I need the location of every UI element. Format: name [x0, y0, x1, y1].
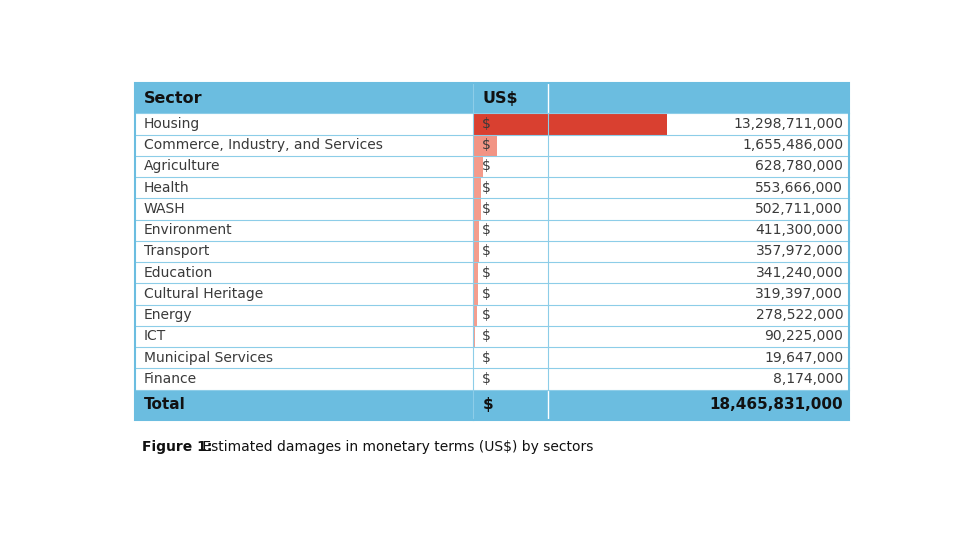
Bar	[134, 84, 849, 113]
Text: $: $	[482, 117, 492, 131]
Text: 628,780,000: 628,780,000	[756, 160, 843, 174]
Text: $: $	[482, 351, 492, 365]
Text: Housing: Housing	[144, 117, 200, 131]
Bar	[134, 113, 849, 135]
Text: Health: Health	[144, 181, 189, 195]
Text: Transport: Transport	[144, 245, 209, 258]
Text: $: $	[482, 397, 492, 412]
Bar	[134, 284, 849, 305]
Text: 278,522,000: 278,522,000	[756, 308, 843, 322]
Bar	[473, 284, 478, 305]
Bar	[473, 326, 474, 347]
Text: Sector: Sector	[144, 91, 203, 106]
Text: $: $	[482, 202, 492, 216]
Text: Figure 1:: Figure 1:	[142, 439, 213, 453]
Bar	[134, 326, 849, 347]
Text: 18,465,831,000: 18,465,831,000	[709, 397, 843, 412]
Text: $: $	[482, 138, 492, 152]
Bar	[473, 262, 478, 284]
Text: 553,666,000: 553,666,000	[756, 181, 843, 195]
Text: $: $	[482, 372, 492, 386]
Text: Agriculture: Agriculture	[144, 160, 220, 174]
Bar	[134, 135, 849, 156]
Text: US$: US$	[482, 91, 518, 106]
Text: $: $	[482, 160, 492, 174]
Text: $: $	[482, 245, 492, 258]
Bar	[134, 390, 849, 419]
Text: 8,174,000: 8,174,000	[773, 372, 843, 386]
Bar	[473, 177, 482, 198]
Text: $: $	[482, 329, 492, 343]
Text: Energy: Energy	[144, 308, 192, 322]
Text: 1,655,486,000: 1,655,486,000	[742, 138, 843, 152]
Text: Total: Total	[144, 397, 185, 412]
Text: 319,397,000: 319,397,000	[756, 287, 843, 301]
Bar	[134, 84, 849, 419]
Text: 341,240,000: 341,240,000	[756, 266, 843, 280]
Bar	[134, 177, 849, 198]
Text: Cultural Heritage: Cultural Heritage	[144, 287, 263, 301]
Bar	[134, 156, 849, 177]
Bar	[473, 156, 483, 177]
Text: $: $	[482, 181, 492, 195]
Bar	[134, 241, 849, 262]
Bar	[134, 219, 849, 241]
Text: $: $	[482, 287, 492, 301]
Bar	[473, 113, 667, 135]
Text: WASH: WASH	[144, 202, 185, 216]
Bar	[134, 262, 849, 284]
Bar	[134, 198, 849, 219]
Bar	[134, 347, 849, 368]
Text: 502,711,000: 502,711,000	[756, 202, 843, 216]
Text: 411,300,000: 411,300,000	[756, 223, 843, 237]
Bar	[473, 219, 479, 241]
Text: 90,225,000: 90,225,000	[764, 329, 843, 343]
Text: 357,972,000: 357,972,000	[756, 245, 843, 258]
Bar	[473, 135, 497, 156]
Bar	[134, 368, 849, 390]
Text: Commerce, Industry, and Services: Commerce, Industry, and Services	[144, 138, 383, 152]
Text: Estimated damages in monetary terms (US$) by sectors: Estimated damages in monetary terms (US$…	[198, 439, 593, 453]
Bar	[473, 241, 479, 262]
Text: Education: Education	[144, 266, 213, 280]
Bar	[134, 305, 849, 326]
Text: $: $	[482, 308, 492, 322]
Text: 13,298,711,000: 13,298,711,000	[733, 117, 843, 131]
Text: Finance: Finance	[144, 372, 197, 386]
Text: Environment: Environment	[144, 223, 232, 237]
Bar	[473, 198, 481, 219]
Bar	[473, 305, 477, 326]
Text: ICT: ICT	[144, 329, 166, 343]
Text: Municipal Services: Municipal Services	[144, 351, 273, 365]
Text: $: $	[482, 223, 492, 237]
Text: 19,647,000: 19,647,000	[764, 351, 843, 365]
Text: $: $	[482, 266, 492, 280]
